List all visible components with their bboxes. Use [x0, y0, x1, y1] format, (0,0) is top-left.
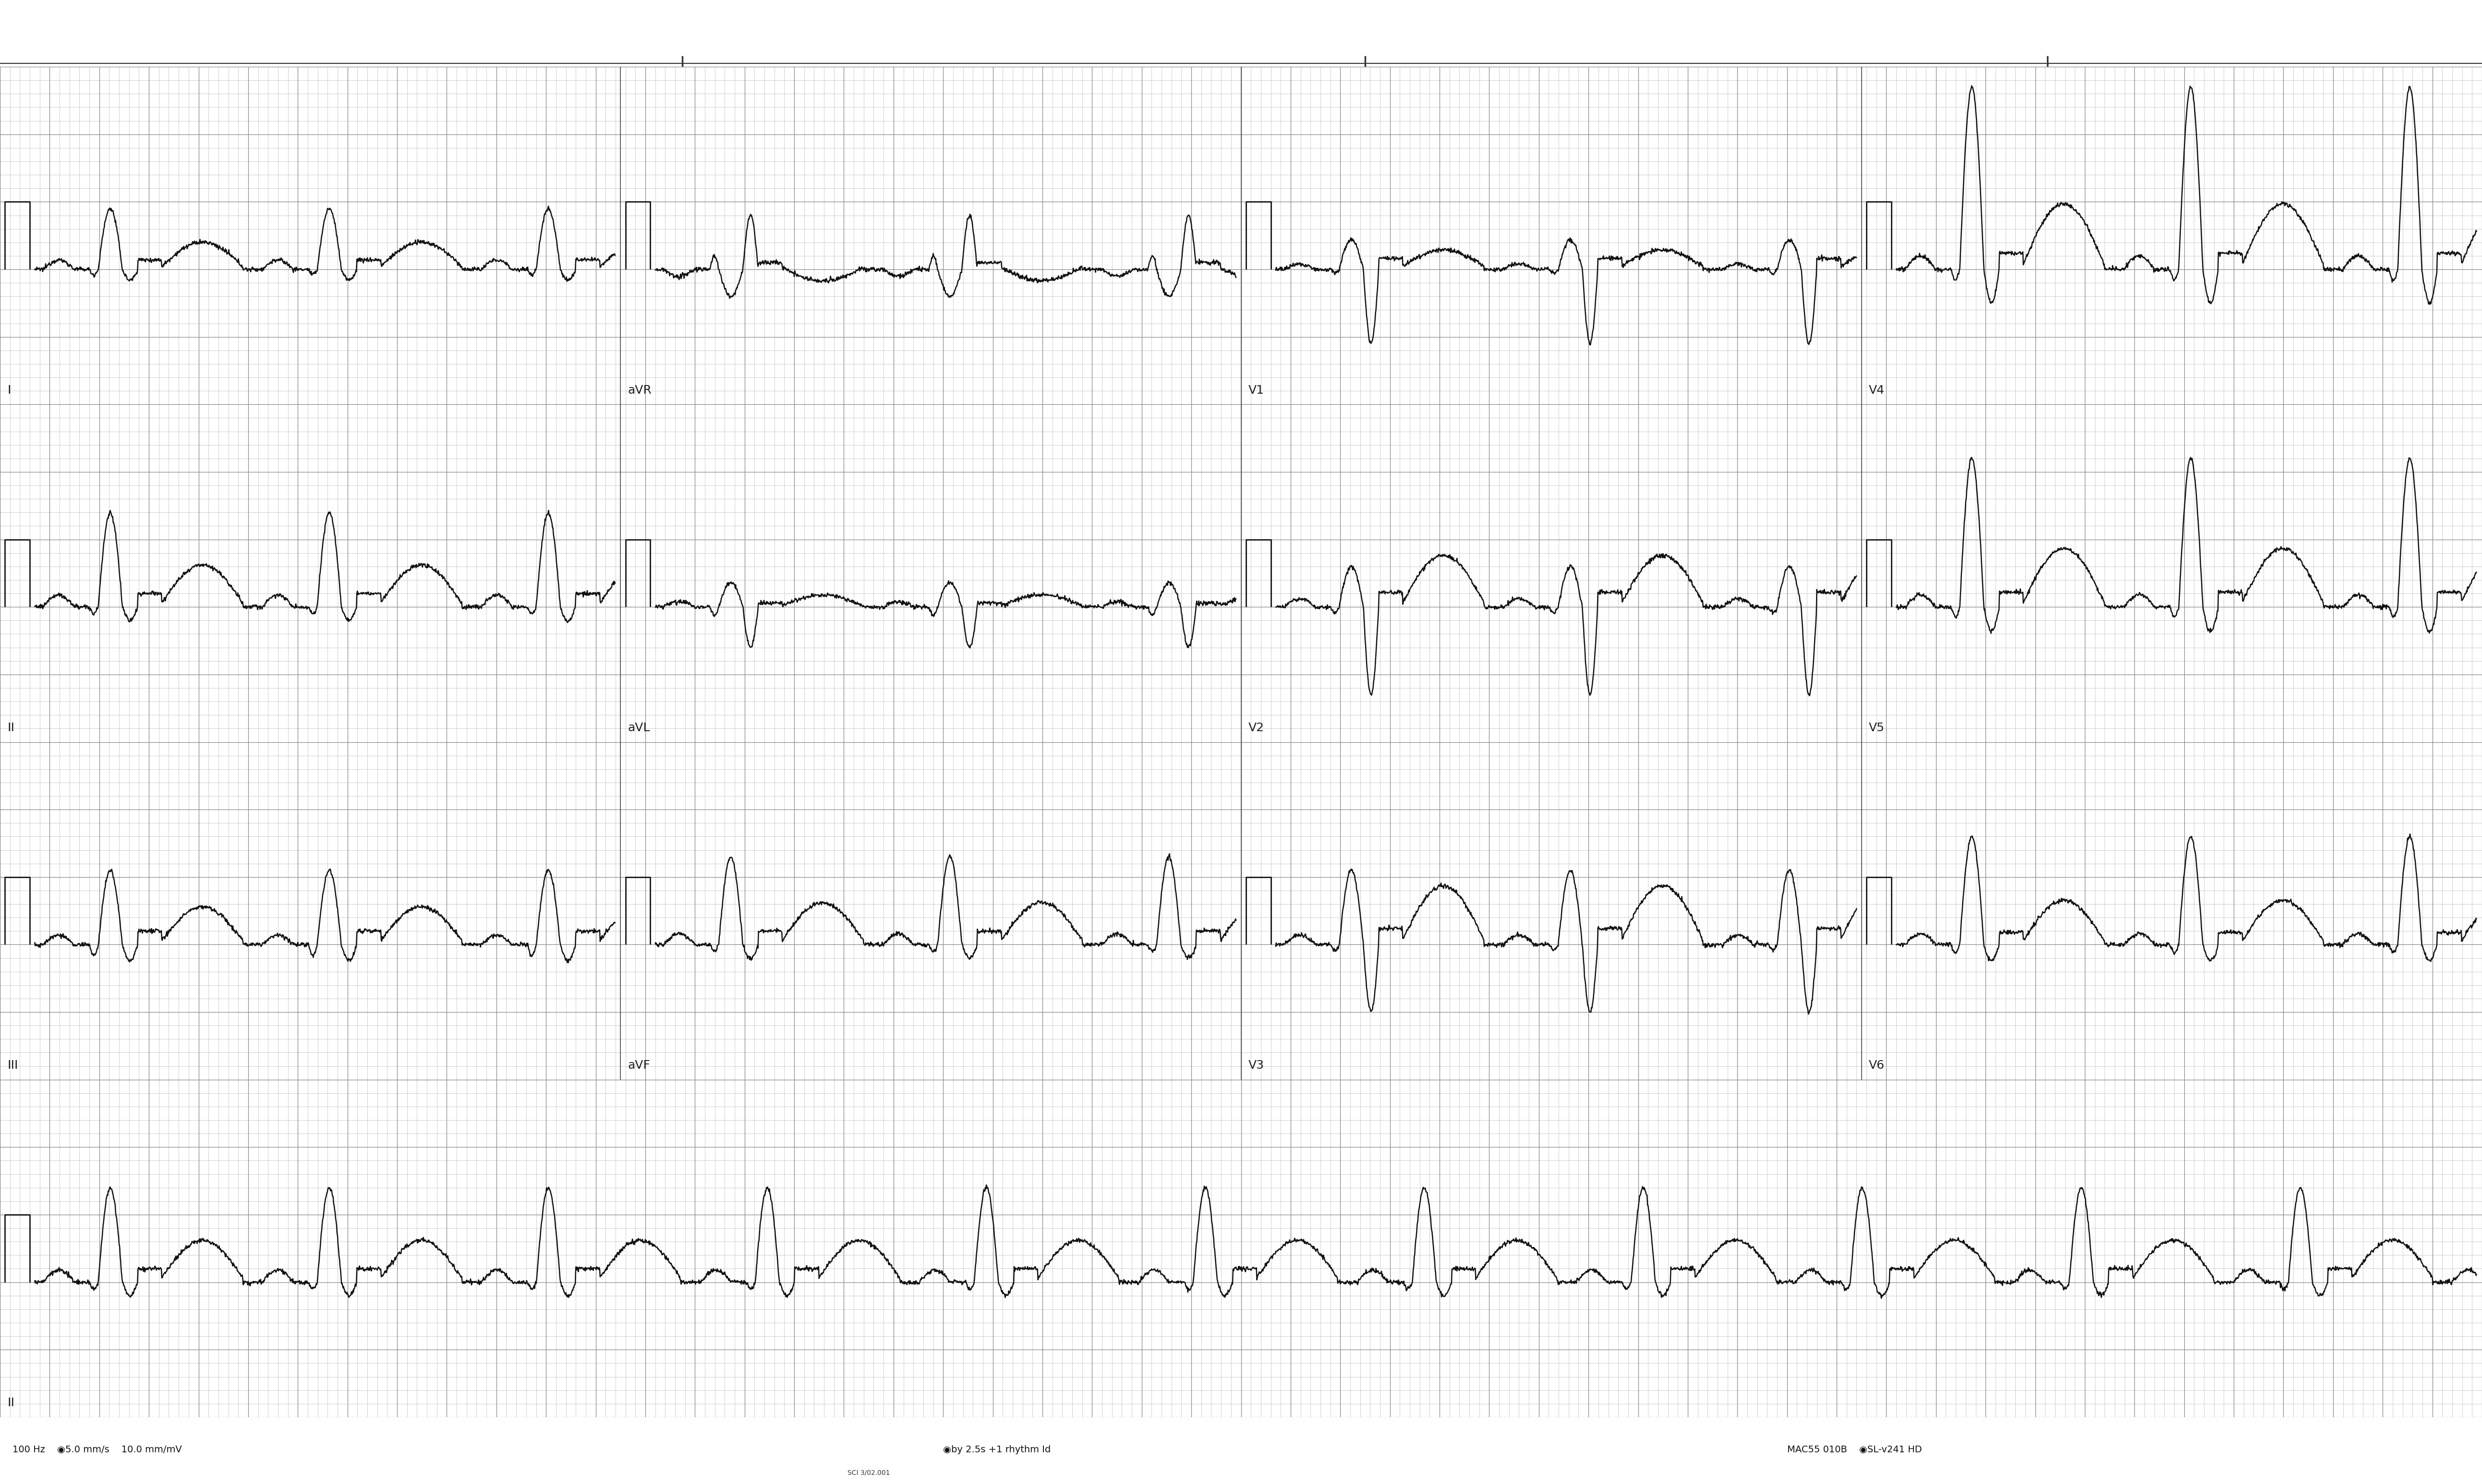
Text: V6: V6	[1869, 1060, 1884, 1071]
Text: MAC55 010B    ◉SL-v241 HD: MAC55 010B ◉SL-v241 HD	[1787, 1445, 1921, 1454]
Text: aVF: aVF	[628, 1060, 650, 1071]
Text: aVL: aVL	[628, 723, 650, 733]
Text: V2: V2	[1248, 723, 1263, 733]
Text: SCI 3/02.001: SCI 3/02.001	[846, 1469, 891, 1477]
Text: ◉by 2.5s +1 rhythm Id: ◉by 2.5s +1 rhythm Id	[943, 1445, 1050, 1454]
Text: V1: V1	[1248, 384, 1263, 396]
Text: V4: V4	[1869, 384, 1884, 396]
Circle shape	[1315, 1434, 2482, 1472]
Text: V3: V3	[1248, 1060, 1263, 1071]
Text: III: III	[7, 1060, 17, 1071]
Text: II: II	[7, 1398, 15, 1408]
Text: aVR: aVR	[628, 384, 653, 396]
Text: 100 Hz    ◉5.0 mm/s    10.0 mm/mV: 100 Hz ◉5.0 mm/s 10.0 mm/mV	[12, 1445, 181, 1454]
Circle shape	[0, 1434, 1087, 1472]
Text: I: I	[7, 384, 10, 396]
Text: II: II	[7, 723, 15, 733]
Circle shape	[459, 1434, 2048, 1472]
Text: V5: V5	[1869, 723, 1884, 733]
